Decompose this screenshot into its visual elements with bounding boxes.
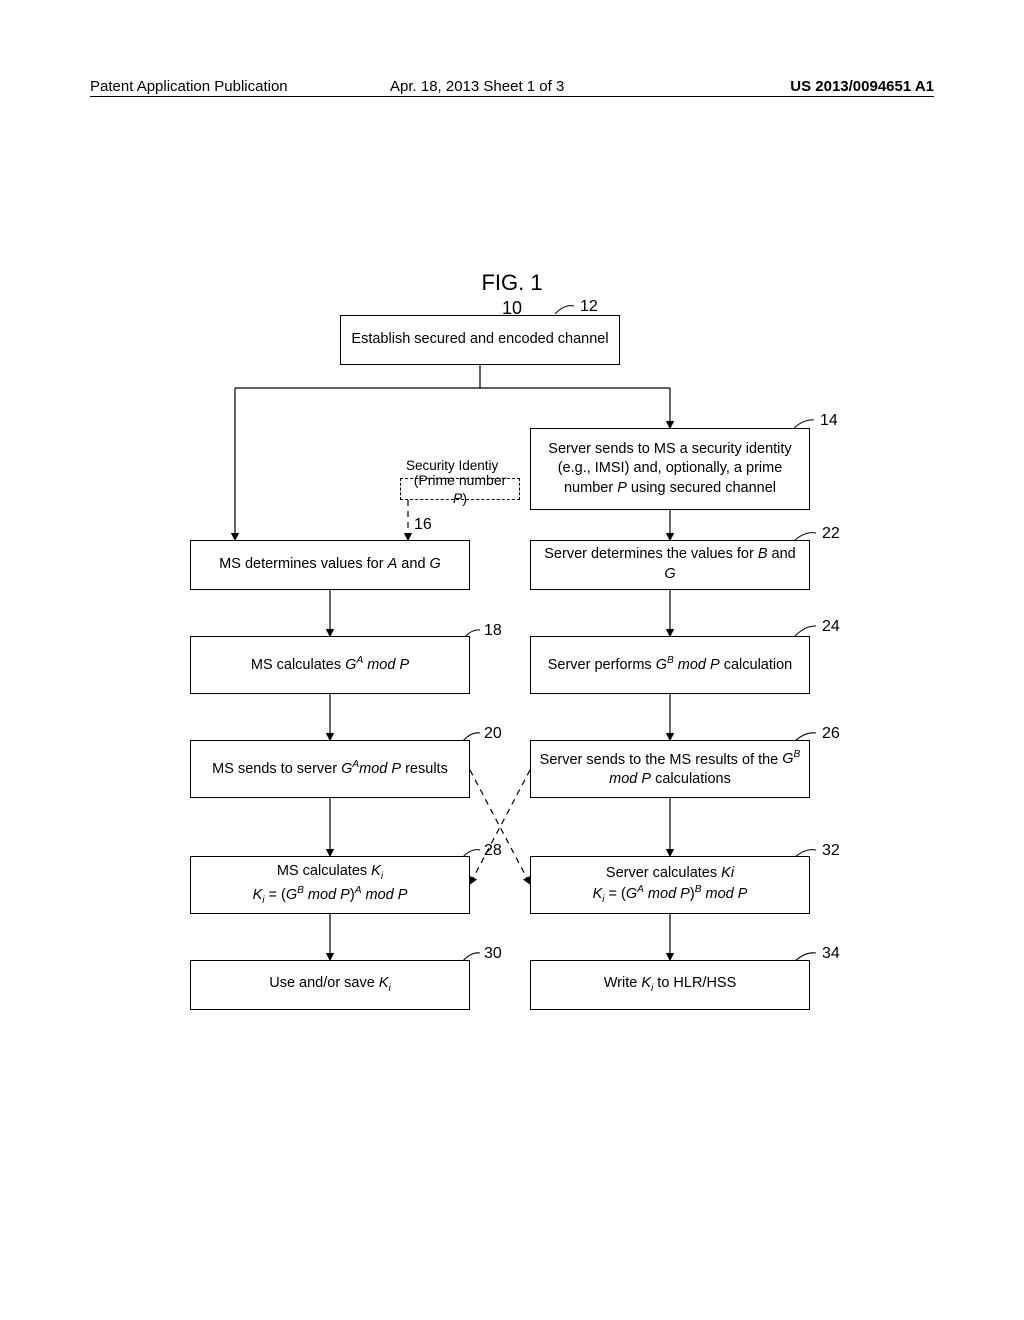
- box-ms-calc-ga: MS calculates GA mod P: [190, 636, 470, 694]
- box-write-ki-hlr: Write Ki to HLR/HSS: [530, 960, 810, 1010]
- box22-text: Server determines the values for B and G: [537, 545, 803, 584]
- box32-text: Server calculates KiKi = (GA mod P)B mod…: [593, 864, 748, 907]
- box16-text: MS determines values for A and G: [219, 555, 441, 575]
- header-center: Apr. 18, 2013 Sheet 1 of 3: [390, 78, 564, 95]
- ref-16: 16: [414, 516, 432, 534]
- box18-text: MS calculates GA mod P: [251, 654, 409, 675]
- box28-text: MS calculates KiKi = (GB mod P)A mod P: [253, 862, 408, 907]
- box30-text: Use and/or save Ki: [269, 974, 391, 996]
- ref-12: 12: [580, 298, 598, 316]
- ref-34: 34: [822, 945, 840, 963]
- box-ms-determines-a-g: MS determines values for A and G: [190, 540, 470, 590]
- box34-text: Write Ki to HLR/HSS: [604, 974, 737, 996]
- box20-text: MS sends to server GAmod P results: [212, 758, 448, 779]
- box-ms-sends-ga: MS sends to server GAmod P results: [190, 740, 470, 798]
- ref-18: 18: [484, 622, 502, 640]
- ref-24: 24: [822, 618, 840, 636]
- box-server-calc-ki: Server calculates KiKi = (GA mod P)B mod…: [530, 856, 810, 914]
- ref-22: 22: [822, 525, 840, 543]
- box-server-determines-b-g: Server determines the values for B and G: [530, 540, 810, 590]
- connector-lines: [0, 0, 1024, 1320]
- patent-figure-page: Patent Application Publication Apr. 18, …: [0, 0, 1024, 1320]
- box24-text: Server performs GB mod P calculation: [548, 654, 793, 675]
- box-ms-calc-ki: MS calculates KiKi = (GB mod P)A mod P: [190, 856, 470, 914]
- ref-30: 30: [484, 945, 502, 963]
- ref-26: 26: [822, 725, 840, 743]
- box-server-sends-gb: Server sends to the MS results of the GB…: [530, 740, 810, 798]
- ref-14: 14: [820, 412, 838, 430]
- prime-number-dashed-box: (Prime number P): [400, 478, 520, 500]
- box14-text: Server sends to MS a security identity (…: [537, 440, 803, 499]
- ref-28: 28: [484, 842, 502, 860]
- box-server-sends-identity: Server sends to MS a security identity (…: [530, 428, 810, 510]
- ref-20: 20: [484, 725, 502, 743]
- ref-32: 32: [822, 842, 840, 860]
- header-left: Patent Application Publication: [90, 78, 288, 95]
- dashed-text: (Prime number P): [405, 471, 515, 507]
- box12-text: Establish secured and encoded channel: [351, 330, 608, 350]
- box-server-calc-gb: Server performs GB mod P calculation: [530, 636, 810, 694]
- box-use-save-ki: Use and/or save Ki: [190, 960, 470, 1010]
- header-right: US 2013/0094651 A1: [790, 78, 934, 95]
- header-rule: [90, 96, 934, 97]
- box-establish-channel: Establish secured and encoded channel: [340, 315, 620, 365]
- figure-title: FIG. 1: [0, 270, 1024, 296]
- box26-text: Server sends to the MS results of the GB…: [537, 749, 803, 790]
